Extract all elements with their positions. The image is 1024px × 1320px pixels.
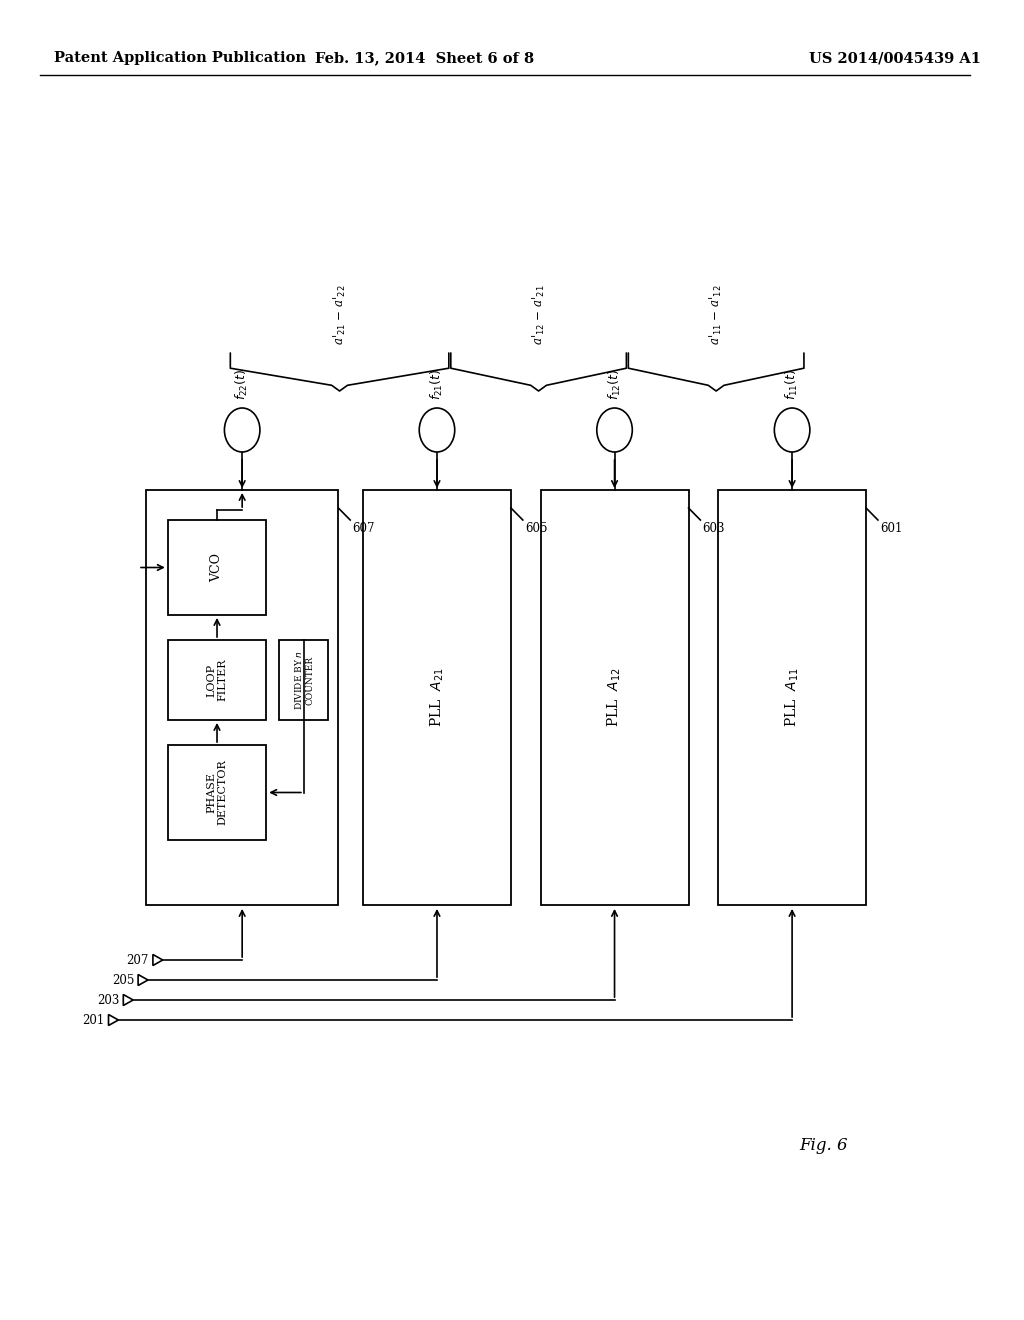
Text: PLL  $A_{11}$: PLL $A_{11}$ — [783, 668, 801, 727]
Bar — [168, 744, 266, 840]
Text: LOOP
FILTER: LOOP FILTER — [206, 659, 227, 701]
Text: $f_{12}(t)$: $f_{12}(t)$ — [606, 368, 623, 400]
Text: PHASE
DETECTOR: PHASE DETECTOR — [206, 759, 227, 825]
Bar — [168, 640, 266, 719]
Text: VCO: VCO — [211, 553, 223, 582]
Text: 603: 603 — [702, 521, 725, 535]
Text: PLL  $A_{12}$: PLL $A_{12}$ — [606, 668, 624, 727]
Text: $f_{11}(t)$: $f_{11}(t)$ — [784, 368, 800, 400]
Ellipse shape — [597, 408, 632, 451]
Text: 205: 205 — [112, 974, 134, 986]
Ellipse shape — [224, 408, 260, 451]
Text: 207: 207 — [127, 953, 148, 966]
Text: 601: 601 — [880, 521, 902, 535]
Text: a'$_{12}$ $-$ a'$_{21}$: a'$_{12}$ $-$ a'$_{21}$ — [530, 284, 547, 345]
Text: $f_{21}(t)$: $f_{21}(t)$ — [429, 368, 445, 400]
Ellipse shape — [419, 408, 455, 451]
Text: 605: 605 — [524, 521, 547, 535]
Text: US 2014/0045439 A1: US 2014/0045439 A1 — [809, 51, 981, 65]
Text: DIVIDE BY $n$
COUNTER: DIVIDE BY $n$ COUNTER — [293, 649, 314, 710]
Ellipse shape — [774, 408, 810, 451]
Text: 201: 201 — [82, 1014, 104, 1027]
Bar — [362, 490, 511, 906]
Text: $f_{22}(t)$: $f_{22}(t)$ — [234, 368, 250, 400]
Text: a'$_{11}$ $-$ a'$_{12}$: a'$_{11}$ $-$ a'$_{12}$ — [708, 285, 724, 345]
Bar — [146, 490, 338, 906]
Text: 607: 607 — [352, 521, 375, 535]
Bar — [280, 640, 329, 719]
Text: Feb. 13, 2014  Sheet 6 of 8: Feb. 13, 2014 Sheet 6 of 8 — [314, 51, 534, 65]
Bar — [168, 520, 266, 615]
Text: Fig. 6: Fig. 6 — [799, 1137, 848, 1154]
Text: a'$_{21}$ $-$ a'$_{22}$: a'$_{21}$ $-$ a'$_{22}$ — [332, 285, 347, 345]
Text: 203: 203 — [97, 994, 120, 1006]
Text: PLL  $A_{21}$: PLL $A_{21}$ — [428, 668, 445, 727]
Bar — [718, 490, 866, 906]
Text: Patent Application Publication: Patent Application Publication — [54, 51, 306, 65]
Bar — [541, 490, 688, 906]
